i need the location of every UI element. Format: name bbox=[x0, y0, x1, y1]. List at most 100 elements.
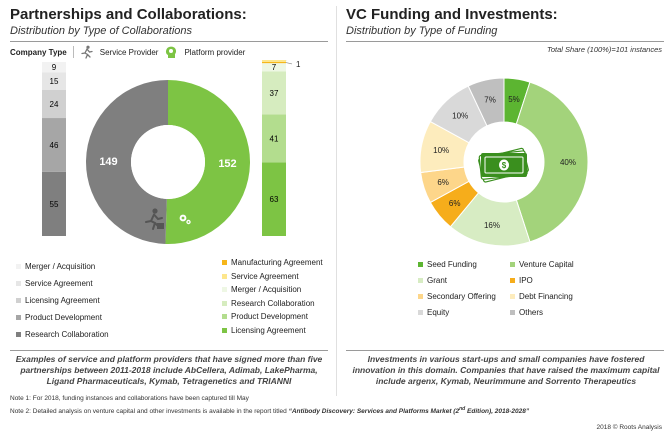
legend-label: Others bbox=[519, 308, 544, 317]
legend-swatch bbox=[418, 294, 423, 299]
funding-chart: 5% 40% 16% 6% 6% 10% 10% 7% $ bbox=[419, 77, 589, 247]
donut-center-icons bbox=[145, 208, 195, 232]
person-running-icon bbox=[81, 45, 93, 59]
legend-item-venture-capital: Venture Capital bbox=[510, 260, 620, 269]
bar-segment-research-collaboration bbox=[42, 171, 66, 236]
note-2: Note 2: Detailed analysis on venture cap… bbox=[10, 406, 529, 415]
legend-label: Grant bbox=[427, 276, 448, 285]
bar-segment-value: 24 bbox=[50, 100, 59, 109]
legend-service-label: Service Provider bbox=[99, 47, 159, 57]
bar-segment-value: 15 bbox=[50, 77, 59, 86]
legend-label: IPO bbox=[519, 276, 533, 285]
left-subtitle: Distribution by Type of Collaborations bbox=[10, 25, 192, 37]
legend-item-grant: Grant bbox=[418, 276, 510, 285]
bar-segment-value: 9 bbox=[52, 63, 57, 72]
bar-segment-product-development bbox=[262, 114, 286, 163]
legend-label: Product Development bbox=[231, 312, 308, 321]
platform-stacked-bar: 634137713 bbox=[262, 60, 301, 236]
legend-item-service-agreement: Service Agreement bbox=[222, 272, 372, 281]
note-1: Note 1: For 2018, funding instances and … bbox=[10, 395, 249, 402]
legend-label: Licensing Agreement bbox=[25, 296, 100, 305]
legend-swatch bbox=[16, 332, 21, 337]
legend-item-seed-funding: Seed Funding bbox=[418, 260, 510, 269]
right-caption: Investments in various start-ups and sma… bbox=[352, 354, 660, 386]
donut-slice-venture-capital bbox=[515, 81, 589, 243]
bar-segment-value: 63 bbox=[270, 195, 279, 204]
service-stacked-bar: 55 46 24 15 9 bbox=[42, 61, 66, 236]
legend-divider bbox=[72, 46, 74, 58]
left-title: Partnerships and Collaborations: bbox=[10, 6, 247, 23]
donut-value-label: 6% bbox=[437, 178, 449, 187]
legend-item-equity: Equity bbox=[418, 308, 510, 317]
donut-value-label: 6% bbox=[449, 199, 461, 208]
bar-segment-manufacturing-agreement bbox=[262, 61, 286, 64]
donut-value-label: 10% bbox=[452, 111, 468, 120]
svg-text:$: $ bbox=[502, 161, 507, 170]
total-share-note: Total Share (100%)=101 instances bbox=[546, 45, 662, 54]
legend-label: Secondary Offering bbox=[427, 292, 496, 301]
legend-item-merger-acquisition: Merger / Acquisition bbox=[222, 285, 372, 294]
head-gears-icon bbox=[166, 46, 177, 58]
legend-label: Merger / Acquisition bbox=[231, 285, 302, 294]
legend-swatch bbox=[222, 287, 227, 292]
bar-segment-licensing-agreement bbox=[42, 90, 66, 119]
legend-swatch bbox=[222, 300, 227, 306]
left-caption-rule bbox=[10, 350, 328, 351]
legend-swatch bbox=[16, 298, 21, 303]
money-icon: $ bbox=[478, 147, 529, 183]
center-head-gears-icon bbox=[174, 210, 195, 232]
bar-segment-value: 37 bbox=[270, 89, 279, 98]
donut-value-label: 7% bbox=[484, 96, 496, 105]
legend-swatch bbox=[16, 315, 21, 320]
legend-platform-label: Platform provider bbox=[184, 47, 246, 57]
bar-segment-value: 41 bbox=[270, 134, 279, 143]
legend-item-research-collaboration: Research Collaboration bbox=[16, 330, 166, 339]
legend-item-merger-acquisition: Merger / Acquisition bbox=[16, 262, 166, 271]
legend-swatch bbox=[222, 327, 227, 333]
bar-segment-service-agreement bbox=[42, 72, 66, 90]
legend-item-debt-financing: Debt Financing bbox=[510, 292, 620, 301]
legend-label: Service Agreement bbox=[25, 279, 93, 288]
bar-segment-value: 7 bbox=[272, 63, 277, 72]
legend-label: Merger / Acquisition bbox=[25, 262, 96, 271]
note-2-report-b: Edition), 2018-2028” bbox=[465, 408, 530, 416]
note-2-report-a: “Antibody Discovery: Services and Platfo… bbox=[288, 408, 460, 416]
legend-item-secondary-offering: Secondary Offering bbox=[418, 292, 510, 301]
legend-label: Service Agreement bbox=[231, 271, 299, 281]
funding-donut: 5% 40% 16% 6% 6% 10% 10% 7% bbox=[419, 77, 589, 247]
legend-swatch bbox=[222, 314, 227, 319]
donut-value-label: 10% bbox=[433, 146, 449, 155]
company-type-legend: Company Type Service Provider Platform p… bbox=[10, 44, 328, 60]
bar-segment-licensing-agreement bbox=[262, 162, 286, 236]
bar-segment-value: 1 bbox=[296, 60, 301, 69]
legend-label: Equity bbox=[427, 308, 450, 317]
legend-swatch bbox=[16, 264, 21, 269]
company-type-label: Company Type bbox=[10, 47, 67, 57]
legend-label: Research Collaboration bbox=[231, 298, 315, 308]
legend-item-licensing-agreement: Licensing Agreement bbox=[16, 296, 166, 305]
legend-item-product-development: Product Development bbox=[16, 313, 166, 322]
legend-label: Product Development bbox=[25, 313, 102, 322]
legend-swatch bbox=[510, 262, 515, 267]
note-2-prefix: Note 2: Detailed analysis on venture cap… bbox=[10, 408, 289, 416]
left-caption: Examples of service and platform provide… bbox=[15, 354, 323, 386]
legend-swatch bbox=[222, 273, 227, 279]
funding-legend: Seed Funding Venture Capital Grant IPO Secon… bbox=[418, 260, 638, 317]
bar-segment-service-agreement bbox=[262, 60, 286, 62]
legend-label: Research Collaboration bbox=[25, 330, 109, 339]
donut-hole bbox=[131, 125, 205, 199]
legend-item-research-collaboration: Research Collaboration bbox=[222, 299, 372, 308]
legend-swatch bbox=[222, 260, 227, 265]
bar-segment-value: 46 bbox=[50, 141, 59, 150]
collaborations-donut: 152 149 bbox=[86, 80, 251, 245]
legend-label: Venture Capital bbox=[519, 260, 574, 269]
donut-value-label: 5% bbox=[508, 95, 520, 104]
legend-item-manufacturing-agreement: Manufacturing Agreement bbox=[222, 258, 372, 267]
legend-swatch bbox=[418, 262, 423, 267]
service-legend: Merger / Acquisition Service Agreement Lic… bbox=[16, 262, 166, 347]
legend-item-ipo: IPO bbox=[510, 276, 620, 285]
bar-segment-merger-acquisition bbox=[42, 61, 66, 73]
legend-swatch bbox=[510, 278, 515, 283]
bar-segment-merger-acquisition bbox=[262, 63, 286, 72]
